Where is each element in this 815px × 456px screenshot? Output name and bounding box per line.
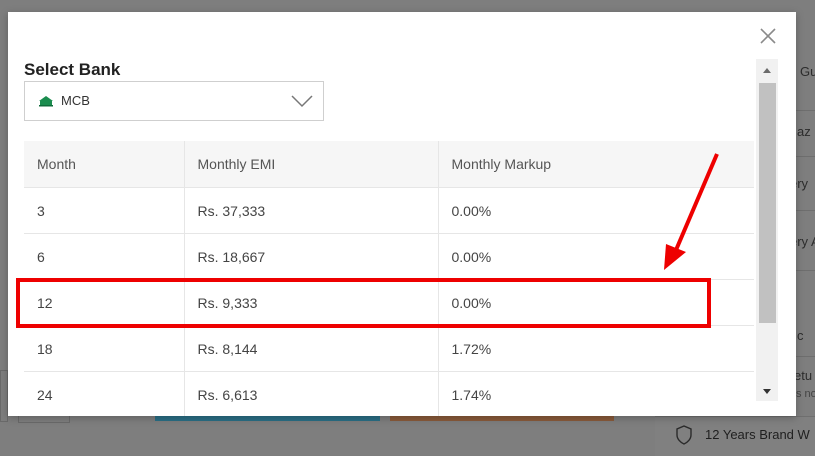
cell-emi: Rs. 6,613	[184, 371, 439, 416]
cell-markup: 1.74%	[438, 371, 754, 416]
cell-month: 3	[24, 187, 185, 234]
background-button	[390, 413, 614, 421]
background-element	[18, 410, 70, 423]
cell-emi: Rs. 9,333	[184, 279, 439, 326]
cell-emi: Rs. 18,667	[184, 233, 439, 280]
background-divider	[796, 270, 815, 271]
background-text: az	[797, 124, 811, 139]
cell-month: 18	[24, 325, 185, 372]
background-divider	[796, 156, 815, 157]
cell-emi: Rs. 37,333	[184, 187, 439, 234]
bank-select-value: MCB	[61, 93, 90, 108]
installment-table-container: Month Monthly EMI Monthly Markup 3 Rs. 3…	[24, 141, 754, 416]
background-text: ery A	[790, 234, 815, 249]
background-text: c	[797, 328, 804, 343]
bank-select[interactable]: MCB	[24, 81, 324, 121]
scroll-thumb[interactable]	[759, 83, 776, 323]
cell-emi: Rs. 8,144	[184, 325, 439, 372]
close-icon	[760, 28, 776, 44]
background-button	[155, 413, 380, 421]
background-right-panel	[796, 12, 815, 410]
header-monthly-markup: Monthly Markup	[438, 141, 754, 188]
modal-title: Select Bank	[24, 60, 121, 79]
chevron-down-icon	[291, 95, 313, 108]
background-text: Gu	[800, 64, 815, 79]
cell-month: 12	[24, 279, 185, 326]
modal-scrollbar[interactable]	[756, 59, 778, 401]
header-month: Month	[24, 141, 185, 188]
mcb-bank-logo-icon	[37, 95, 55, 107]
cell-markup: 0.00%	[438, 187, 754, 234]
cell-markup: 0.00%	[438, 233, 754, 280]
cell-markup: 0.00%	[438, 279, 754, 326]
table-header-row: Month Monthly EMI Monthly Markup	[24, 141, 754, 188]
arrow-up-icon	[763, 68, 771, 73]
table-row: 18 Rs. 8,144 1.72%	[24, 325, 754, 372]
installment-modal: Select Bank MCB Month Monthly EMI Monthl…	[8, 12, 796, 416]
shield-icon	[676, 425, 692, 445]
table-row: 3 Rs. 37,333 0.00%	[24, 187, 754, 234]
background-divider	[796, 356, 815, 357]
table-row: 6 Rs. 18,667 0.00%	[24, 233, 754, 280]
brand-warranty-strip: 12 Years Brand W	[655, 416, 815, 456]
brand-warranty-text: 12 Years Brand W	[705, 427, 810, 442]
background-element	[0, 370, 8, 422]
background-divider	[796, 210, 815, 211]
cell-month: 6	[24, 233, 185, 280]
background-text: s no	[796, 388, 815, 400]
table-row-highlighted: 12 Rs. 9,333 0.00%	[24, 279, 754, 326]
scroll-up-button[interactable]	[756, 61, 778, 79]
background-divider	[796, 110, 815, 111]
cell-month: 24	[24, 371, 185, 416]
close-button[interactable]	[758, 26, 778, 46]
table-row: 24 Rs. 6,613 1.74%	[24, 371, 754, 416]
scroll-down-button[interactable]	[756, 383, 778, 401]
cell-markup: 1.72%	[438, 325, 754, 372]
background-text: etu	[794, 368, 813, 383]
arrow-down-icon	[763, 389, 771, 394]
installment-table: Month Monthly EMI Monthly Markup 3 Rs. 3…	[24, 141, 754, 416]
header-monthly-emi: Monthly EMI	[184, 141, 439, 188]
